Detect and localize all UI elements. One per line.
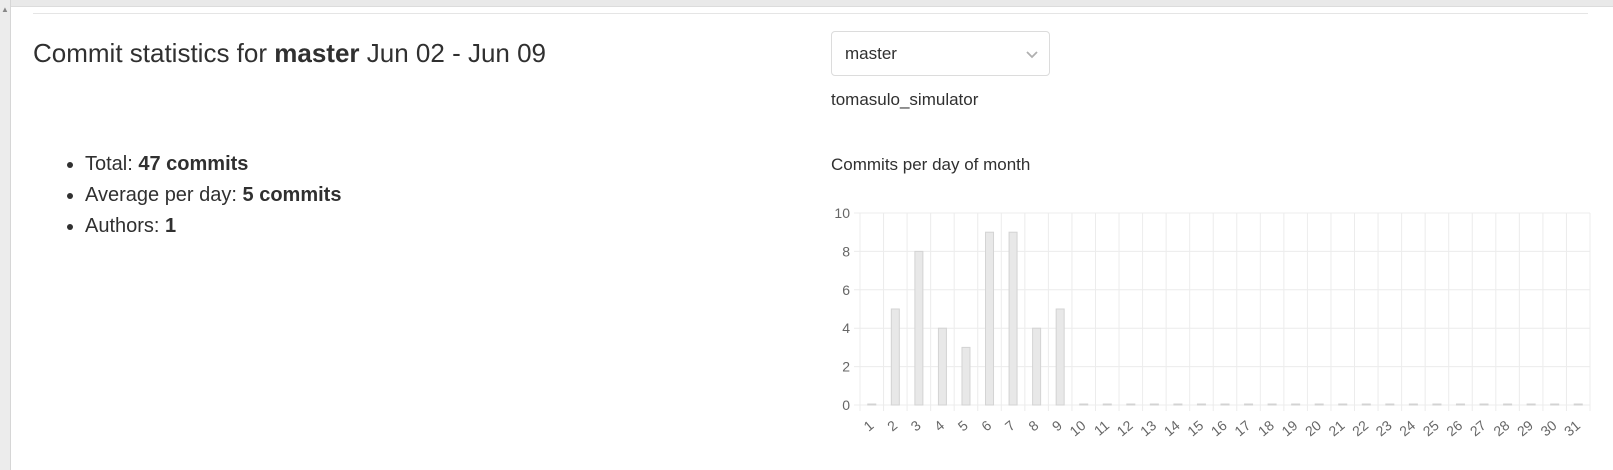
bar-day-24: [1408, 403, 1418, 406]
bar-day-26: [1455, 403, 1465, 406]
bar-day-20: [1314, 403, 1324, 406]
branch-select[interactable]: master: [831, 31, 1050, 76]
x-tick-label: 17: [1231, 417, 1253, 439]
x-tick-label: 24: [1396, 417, 1418, 439]
x-tick-label: 15: [1184, 417, 1206, 439]
bar-day-19: [1291, 403, 1301, 406]
scrollbar[interactable]: ▲: [0, 0, 11, 470]
chart-title: Commits per day of month: [831, 155, 1031, 174]
scroll-up-icon[interactable]: ▲: [1, 5, 9, 14]
bar-day-28: [1503, 403, 1513, 406]
y-tick-label: 2: [842, 359, 850, 375]
bar-day-14: [1173, 403, 1183, 406]
divider: [33, 13, 1588, 14]
bar-day-2: [890, 308, 900, 406]
bar-day-11: [1102, 403, 1112, 406]
x-tick-label: 30: [1537, 417, 1559, 439]
bar-day-29: [1526, 403, 1536, 406]
stats-average: Average per day: 5 commits: [85, 180, 341, 211]
bar-day-9: [1055, 308, 1065, 406]
x-tick-label: 20: [1302, 417, 1324, 439]
title-branch: master: [274, 38, 360, 68]
bar-day-4: [937, 327, 947, 406]
x-tick-label: 29: [1514, 417, 1536, 439]
stats-authors: Authors: 1: [85, 211, 341, 242]
top-strip: [0, 0, 1613, 7]
y-tick-label: 0: [842, 397, 850, 413]
stats-authors-label: Authors:: [85, 215, 160, 237]
project-name: tomasulo_simulator: [831, 90, 979, 109]
bar-day-12: [1126, 403, 1136, 406]
y-tick-label: 10: [834, 205, 850, 221]
title-prefix: Commit statistics for: [33, 38, 268, 68]
x-tick-label: 6: [978, 417, 994, 434]
bar-day-16: [1220, 403, 1230, 406]
stats-average-value: 5 commits: [242, 184, 342, 206]
stats-authors-value: 1: [165, 215, 177, 237]
bar-day-30: [1550, 403, 1560, 406]
bar-day-1: [867, 403, 877, 406]
bar-day-27: [1479, 403, 1489, 406]
x-tick-label: 28: [1490, 417, 1512, 439]
bar-day-25: [1432, 403, 1442, 406]
x-tick-label: 1: [860, 417, 876, 434]
bar-day-21: [1338, 403, 1348, 406]
x-tick-label: 3: [908, 417, 924, 434]
stats-total: Total: 47 commits: [85, 149, 341, 180]
title-date-range: Jun 02 - Jun 09: [366, 38, 547, 68]
chevron-down-icon: [1026, 51, 1038, 59]
x-tick-label: 14: [1161, 417, 1183, 439]
bar-day-6: [985, 231, 995, 406]
x-tick-label: 10: [1066, 417, 1088, 439]
bar-day-22: [1361, 403, 1371, 406]
x-tick-label: 11: [1091, 417, 1113, 439]
y-tick-label: 8: [842, 243, 850, 259]
bar-day-18: [1267, 403, 1277, 406]
branch-select-value: master: [845, 44, 897, 63]
bar-day-17: [1244, 403, 1254, 406]
stats-average-label: Average per day:: [85, 184, 237, 206]
x-tick-label: 12: [1114, 417, 1136, 439]
x-tick-label: 16: [1208, 417, 1230, 439]
bar-day-7: [1008, 231, 1018, 406]
bar-day-3: [914, 250, 924, 406]
bar-day-31: [1573, 403, 1583, 406]
stats-list: Total: 47 commits Average per day: 5 com…: [63, 149, 341, 242]
x-tick-label: 19: [1278, 417, 1300, 439]
x-tick-label: 8: [1025, 417, 1041, 434]
x-tick-label: 27: [1467, 417, 1489, 439]
x-tick-label: 26: [1443, 417, 1465, 439]
x-tick-label: 23: [1373, 417, 1395, 439]
bar-day-5: [961, 346, 971, 406]
bar-day-10: [1079, 403, 1089, 406]
bar-day-8: [1032, 327, 1042, 406]
x-tick-label: 5: [955, 417, 971, 434]
x-tick-label: 4: [931, 417, 947, 434]
y-tick-label: 4: [842, 320, 850, 336]
x-tick-label: 31: [1561, 417, 1583, 439]
x-tick-label: 13: [1137, 417, 1159, 439]
x-tick-label: 9: [1049, 417, 1065, 434]
bar-day-23: [1385, 403, 1395, 406]
x-tick-label: 21: [1325, 417, 1347, 439]
x-tick-label: 18: [1255, 417, 1277, 439]
x-tick-label: 22: [1349, 417, 1371, 439]
y-tick-label: 6: [842, 282, 850, 298]
page-title: Commit statistics for master Jun 02 - Ju…: [33, 38, 546, 69]
stats-total-label: Total:: [85, 153, 133, 175]
x-tick-label: 7: [1002, 417, 1018, 434]
bar-day-13: [1149, 403, 1159, 406]
bar-day-15: [1196, 403, 1206, 406]
stats-total-value: 47 commits: [138, 153, 249, 175]
x-tick-label: 25: [1420, 417, 1442, 439]
x-tick-label: 2: [884, 417, 900, 434]
